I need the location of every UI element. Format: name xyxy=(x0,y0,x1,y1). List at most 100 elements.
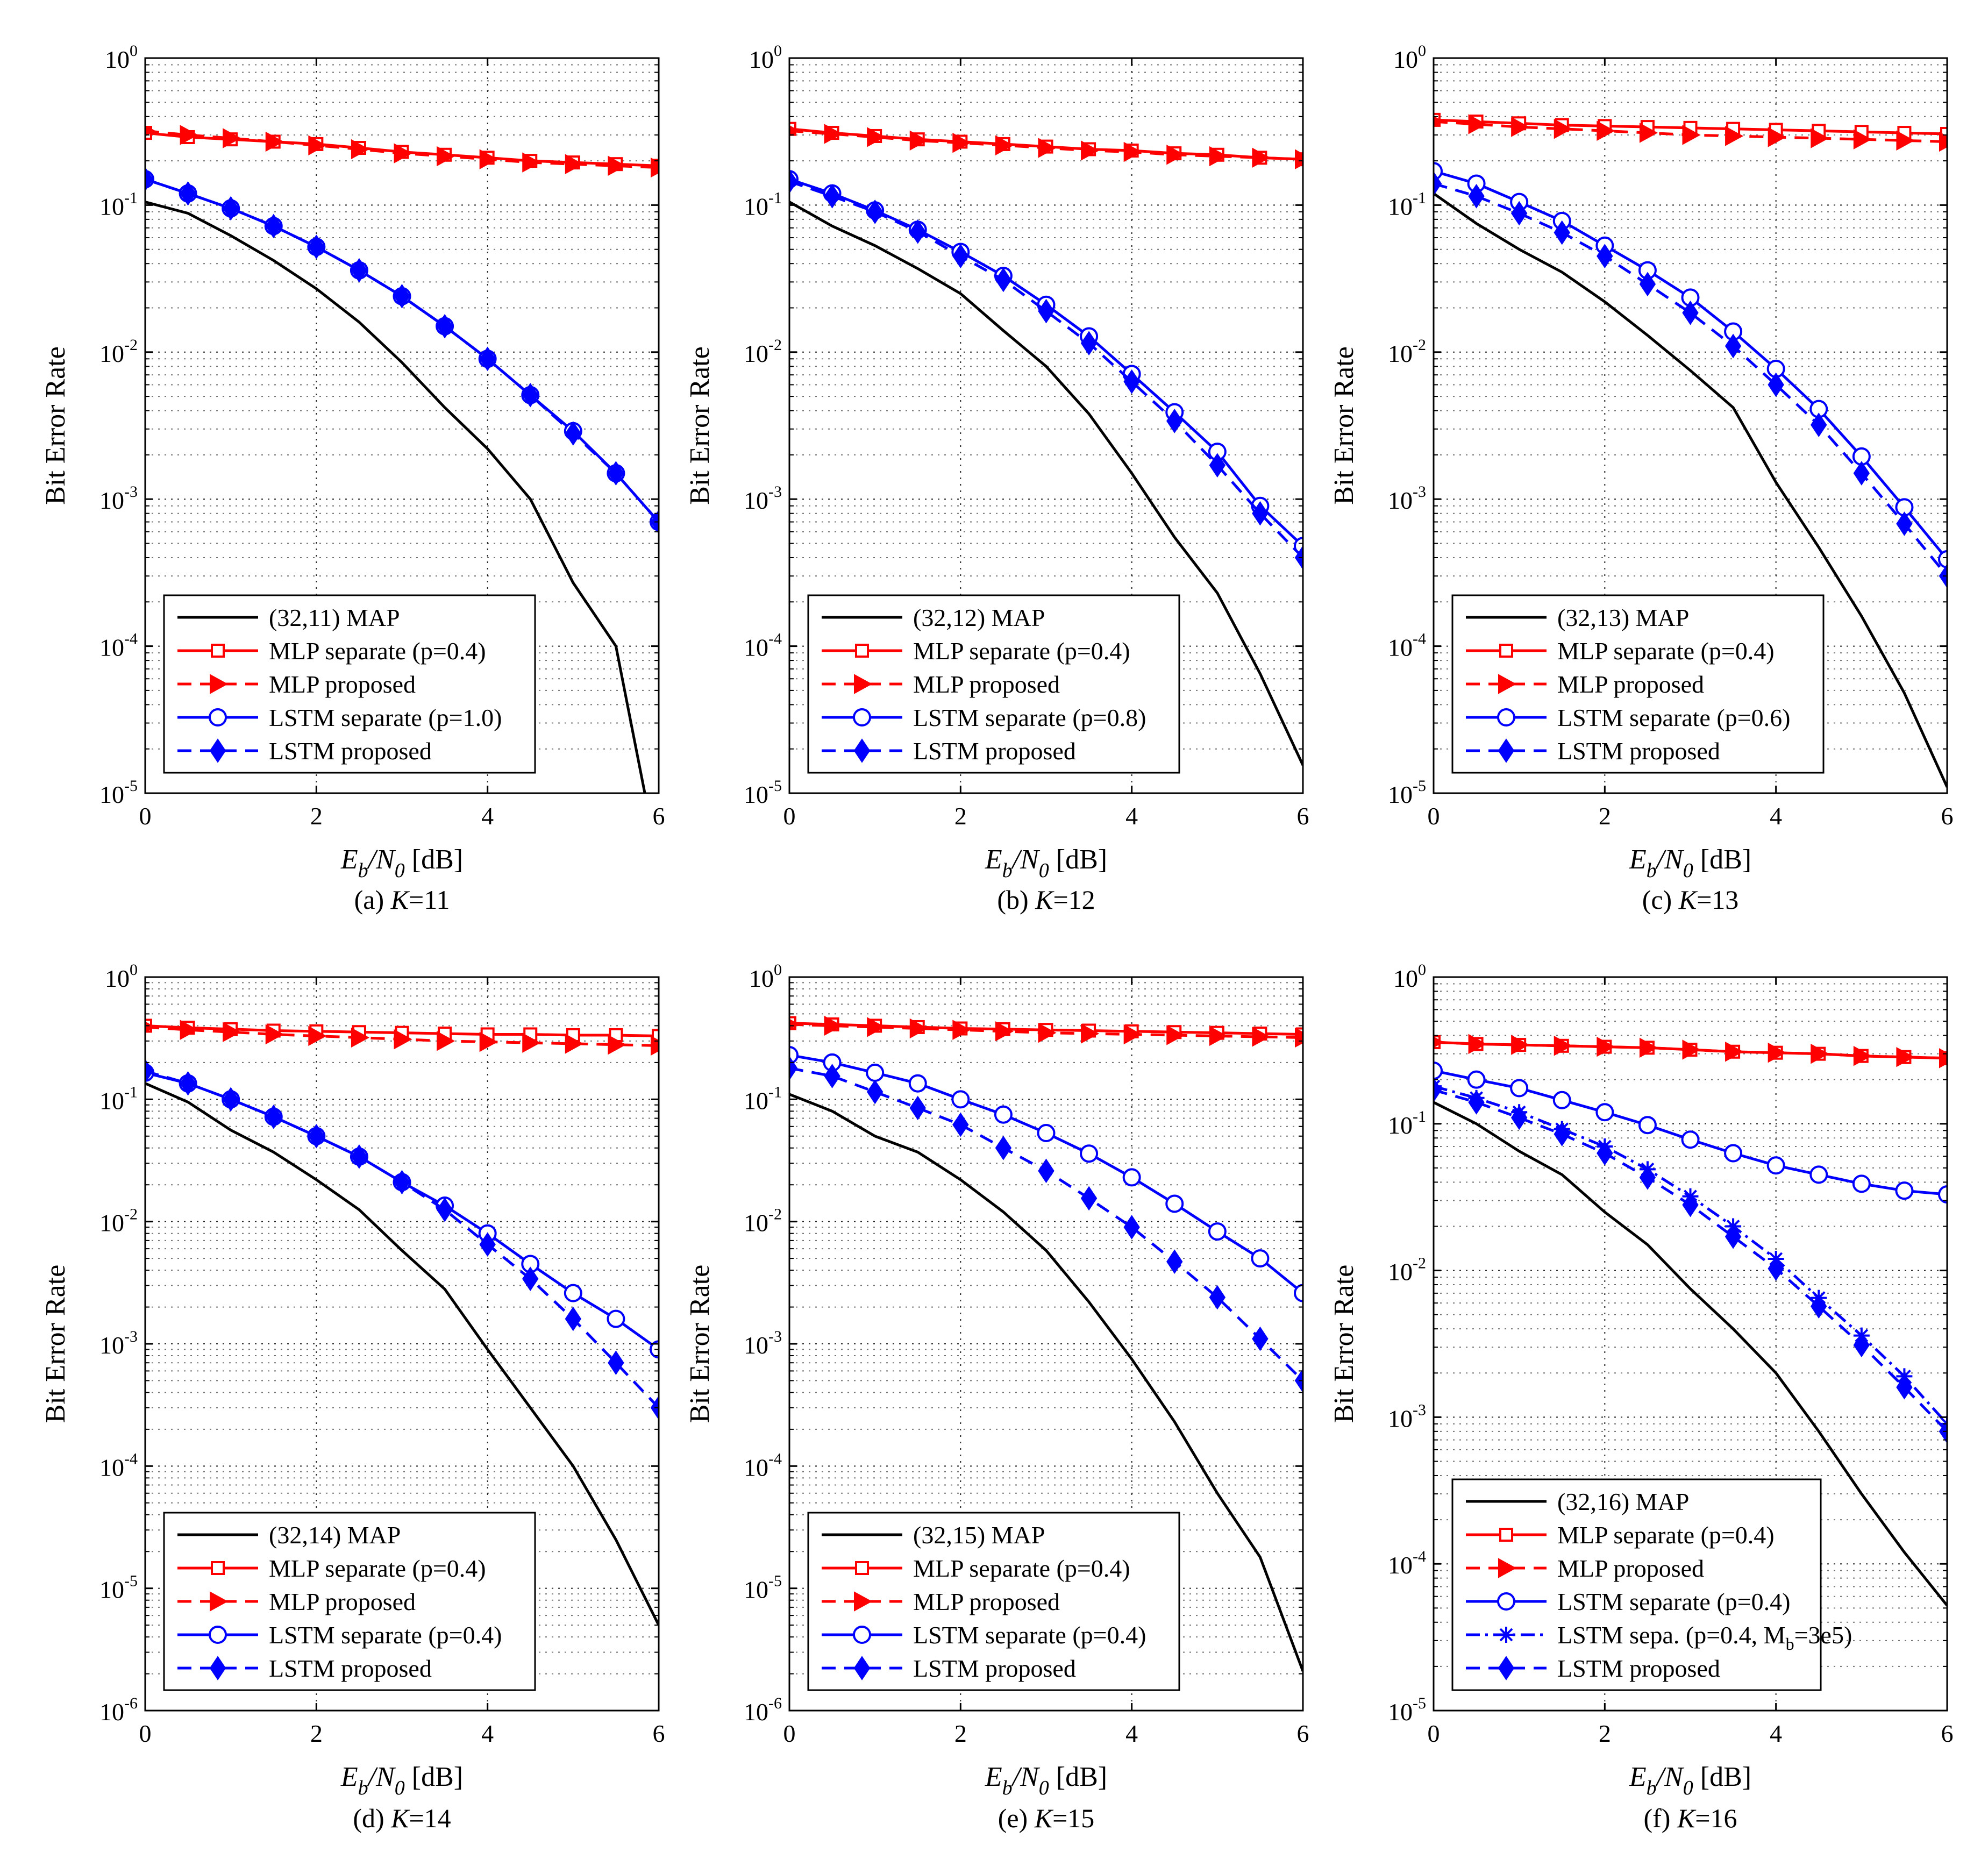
data-point-mlp_prop xyxy=(1554,1036,1572,1056)
data-point-lstm_prop xyxy=(1252,1326,1269,1351)
series-group xyxy=(145,125,659,793)
data-point-lstm_prop xyxy=(1768,372,1784,397)
y-tick-label: 10-3 xyxy=(99,483,138,514)
legend-label: MLP proposed xyxy=(269,1588,416,1615)
x-tick-label: 0 xyxy=(1428,802,1440,830)
y-tick-label: 10-1 xyxy=(744,1083,782,1114)
data-point-lstm_prop xyxy=(608,461,624,486)
data-point-lstm_sep xyxy=(1766,1156,1785,1175)
data-point-mlp_prop xyxy=(223,1022,241,1042)
x-tick-label: 0 xyxy=(783,802,796,830)
series-line-lstm_sep xyxy=(1434,169,1947,560)
data-point-lstm_prop xyxy=(789,169,798,194)
data-point-lstm_prop xyxy=(394,1170,410,1195)
legend: (32,15) MAP MLP separate (p=0.4) MLP propo… xyxy=(807,1512,1180,1691)
series-line-lstm_prop xyxy=(789,180,1303,559)
legend-label: LSTM proposed xyxy=(913,737,1076,765)
data-point-mlp_prop xyxy=(608,1034,626,1055)
series-line-map xyxy=(145,201,646,793)
legend-marker xyxy=(211,1561,225,1575)
data-point-lstm_prop xyxy=(1853,1333,1870,1358)
data-point-mlp_prop xyxy=(1081,1023,1100,1044)
data-point-mlp_prop xyxy=(351,1027,369,1048)
legend-marker xyxy=(853,1626,871,1644)
x-tick-label: 2 xyxy=(954,1720,967,1747)
x-tick-label: 6 xyxy=(1297,1720,1309,1747)
data-point-mlp_prop xyxy=(651,157,659,178)
data-point-lstm_prop xyxy=(1252,501,1269,526)
y-tick-label: 10-1 xyxy=(99,189,138,220)
data-point-lstm_sep xyxy=(1595,1103,1614,1122)
data-point-lstm_sep xyxy=(1037,1124,1056,1143)
data-point-lstm_prop xyxy=(1510,1105,1528,1130)
series-group xyxy=(145,1018,659,1626)
data-point-lstm_sep xyxy=(1467,1070,1486,1089)
legend-marker xyxy=(209,708,227,726)
y-tick-label: 10-6 xyxy=(744,1694,782,1726)
legend-marker xyxy=(1498,674,1517,694)
data-point-mlp_prop xyxy=(1896,1047,1915,1067)
data-point-mlp_prop xyxy=(1939,131,1947,152)
y-tick-label: 10-3 xyxy=(744,1328,782,1359)
legend-label: LSTM separate (p=0.4) xyxy=(269,1621,502,1649)
y-tick-label: 10-1 xyxy=(99,1083,138,1114)
data-point-lstm_prop xyxy=(1209,1285,1226,1310)
x-tick-label: 0 xyxy=(1428,1720,1440,1747)
legend-label: MLP separate (p=0.4) xyxy=(913,1555,1130,1582)
data-point-lstm_prop xyxy=(1468,1090,1485,1115)
legend-marker xyxy=(1497,1592,1515,1611)
legend-marker xyxy=(1498,738,1515,763)
data-point-mlp_prop xyxy=(867,127,886,147)
data-point-lstm_sep xyxy=(1681,1130,1700,1149)
data-point-mlp_prop xyxy=(1511,117,1530,137)
series-line-map xyxy=(145,1082,659,1626)
legend-label: MLP proposed xyxy=(913,1588,1060,1615)
legend-label: LSTM separate (p=0.4) xyxy=(1557,1588,1790,1615)
data-point-lstm_sep xyxy=(951,1090,970,1109)
y-tick-label: 10-5 xyxy=(744,777,782,808)
legend-label: (32,16) MAP xyxy=(1557,1488,1689,1515)
data-point-lstm_prop xyxy=(866,200,883,224)
y-tick-label: 10-1 xyxy=(1388,189,1426,220)
y-tick-label: 10-5 xyxy=(1388,777,1426,808)
axes-frame xyxy=(1433,976,1948,1712)
data-point-lstm_prop xyxy=(1811,412,1827,437)
data-point-mlp_prop xyxy=(1252,1027,1271,1047)
y-tick-label: 10-6 xyxy=(99,1694,138,1726)
data-point-lstm_prop xyxy=(1166,1249,1183,1274)
y-tick-label: 10-2 xyxy=(1388,336,1426,367)
y-tick-label: 10-4 xyxy=(99,630,138,661)
data-point-lstm_sep xyxy=(1294,1284,1303,1302)
data-point-lstm_prop xyxy=(265,213,282,239)
data-point-mlp_prop xyxy=(394,1029,412,1050)
legend-marker xyxy=(1498,1558,1517,1578)
data-point-lstm_sep xyxy=(994,1105,1013,1124)
x-tick-label: 4 xyxy=(1770,1720,1782,1747)
axes-frame xyxy=(788,57,1304,794)
data-point-mlp_prop xyxy=(1639,123,1658,143)
x-axis-label: Eb/N0 [dB] xyxy=(985,1762,1107,1799)
legend: (32,12) MAP MLP separate (p=0.4) MLP propo… xyxy=(807,594,1180,774)
data-point-lstm_prop xyxy=(479,1232,496,1257)
series-line-map xyxy=(789,201,1303,766)
x-tick-label: 0 xyxy=(783,1720,796,1747)
panel-caption: (c) K=13 xyxy=(1642,885,1739,915)
data-point-mlp_prop xyxy=(1038,1022,1057,1043)
data-point-lstm_prop xyxy=(394,284,410,309)
data-point-mlp_prop xyxy=(1853,129,1872,149)
y-tick-label: 10-4 xyxy=(99,1450,138,1481)
legend-marker xyxy=(853,1656,871,1680)
x-tick-label: 4 xyxy=(1125,1720,1138,1747)
y-axis-label: Bit Error Rate xyxy=(685,1265,715,1423)
data-point-lstm_prop xyxy=(1434,1078,1442,1102)
data-point-mlp_prop xyxy=(824,1015,843,1036)
legend-label: MLP proposed xyxy=(1557,671,1704,698)
x-tick-label: 2 xyxy=(310,1720,323,1747)
data-point-lstm_sep xyxy=(564,1284,582,1302)
y-tick-label: 100 xyxy=(1393,961,1426,992)
data-point-lstm_prop xyxy=(824,1064,840,1088)
data-point-lstm_sep xyxy=(1809,1165,1828,1184)
data-point-lstm_prop xyxy=(565,421,582,446)
y-tick-label: 10-2 xyxy=(99,336,138,367)
y-axis-label: Bit Error Rate xyxy=(685,346,715,505)
